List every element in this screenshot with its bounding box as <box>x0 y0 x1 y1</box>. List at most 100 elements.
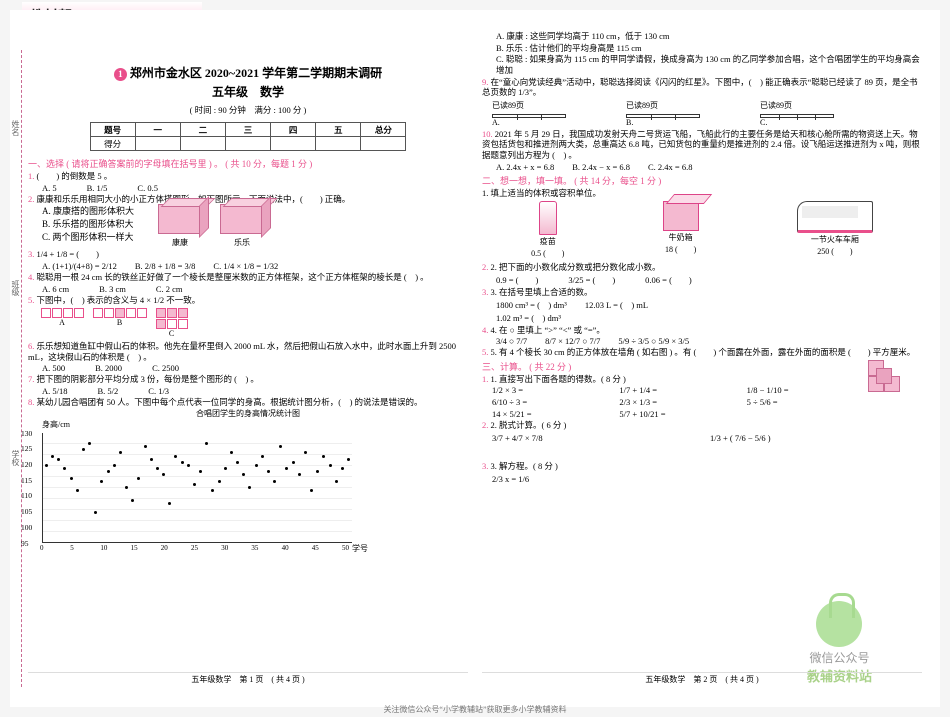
calc-2: 2. 2. 脱式计算。( 6 分 ) <box>482 420 922 431</box>
calc-3: 3. 3. 解方程。( 8 分 ) <box>482 461 922 472</box>
c2-0: 3/7 + 4/7 × 7/8 <box>492 433 704 443</box>
score-row-label: 得分 <box>90 137 135 151</box>
q4-opt-a: A. 6 cm <box>42 284 69 294</box>
vaccine-label: 疫苗 <box>540 236 556 247</box>
q8-opt-c: C. 聪聪 : 如果身高为 115 cm 的甲同学请假，换成身高为 130 cm… <box>496 54 922 75</box>
train-icon <box>797 201 873 233</box>
q4-opt-c: C. 2 cm <box>156 284 183 294</box>
cube-icon <box>158 204 202 234</box>
c2-1: 1/3 + ( 7/6 − 5/6 ) <box>710 433 922 443</box>
q7-options: A. 5/18 B. 5/2 C. 1/3 <box>42 386 468 396</box>
q10-options: A. 2.4x + x = 6.8 B. 2.4x − x = 6.8 C. 2… <box>496 162 922 172</box>
item-milk: 牛奶箱18 ( ) <box>663 201 699 259</box>
title-line-1: 1郑州市金水区 2020~2021 学年第二学期期末调研 <box>28 64 468 81</box>
score-h3: 三 <box>225 123 270 137</box>
q6-opt-c: C. 2500 <box>152 363 179 373</box>
q8-opt-a: A. 康康 : 这些同学均高于 110 cm，低于 130 cm <box>496 31 922 42</box>
c1-7: 5/7 + 10/21 = <box>619 409 740 419</box>
fill3-text: 3. 在括号里填上合适的数。 <box>491 287 593 297</box>
q9-b-letter: B. <box>626 118 633 127</box>
fill3-a: 1800 cm³ = ( ) dm³ <box>496 299 567 311</box>
section-2-heading: 二、想一想，填一填。 ( 共 14 分，每空 1 分 ) <box>482 174 922 187</box>
score-cell <box>225 137 270 151</box>
fill2-text: 2. 把下面的小数化成分数或把分数化成小数。 <box>491 262 661 272</box>
score-cell <box>271 137 316 151</box>
q4-text: 聪聪用一根 24 cm 长的铁丝正好做了一个棱长是整厘米数的正方体框架，这个正方… <box>37 272 429 282</box>
train-val: 250 ( ) <box>817 246 852 257</box>
fill2-a: 0.9 = ( ) <box>496 274 538 286</box>
q3-options: A. (1+1)/(4+8) = 2/12 B. 2/8 + 1/8 = 3/8… <box>42 261 468 271</box>
q8-opt-b: B. 乐乐 : 估计他们的平均身高是 115 cm <box>496 43 922 54</box>
q8-chart-title: 合唱团学生的身高情况统计图 <box>28 408 468 419</box>
q6-opt-b: B. 2000 <box>95 363 122 373</box>
fill3-items: 1800 cm³ = ( ) dm³ 12.03 L = ( ) mL <box>496 299 922 311</box>
q2-fig-a-label: 康康 <box>158 237 202 248</box>
corner-cubes-icon <box>868 352 922 396</box>
q3-opt-a: A. (1+1)/(4+8) = 2/12 <box>42 261 117 271</box>
q7-opt-b: B. 5/2 <box>98 386 119 396</box>
q1: 1. ( ) 的倒数是 5 。 <box>28 171 468 182</box>
q3: 3. 1/4 + 1/8 = ( ) <box>28 249 468 260</box>
score-h4: 四 <box>271 123 316 137</box>
q5-text: 下图中，( ) 表示的含义与 4 × 1/2 不一致。 <box>37 295 201 305</box>
q9-opt-c: 已读89页C. <box>760 100 834 127</box>
page-2: A. 康康 : 这些同学均高于 110 cm，低于 130 cm B. 乐乐 :… <box>482 18 922 687</box>
q6-options: A. 500 B. 2000 C. 2500 <box>42 363 468 373</box>
calc-1: 1. 1. 直接写出下面各题的得数。( 8 分 ) <box>482 374 922 385</box>
fill4-text: 4. 在 ○ 里填上 “>” “<” 或 “=”。 <box>491 325 605 335</box>
q10: 10. 2021 年 5 月 29 日，我国成功发射天舟二号货运飞船，飞船此行的… <box>482 129 922 161</box>
score-h2: 二 <box>180 123 225 137</box>
q4: 4. 聪聪用一根 24 cm 长的铁丝正好做了一个棱长是整厘米数的正方体框架，这… <box>28 272 468 283</box>
fill4-c: 5/9 ÷ 3/5 ○ 5/9 × 3/5 <box>618 336 689 346</box>
q9-a-lab: 已读89页 <box>492 100 524 111</box>
q9: 9. 在“童心向党读经典”活动中，聪聪选择阅读《闪闪的红星》。下图中，( ) 能… <box>482 77 922 98</box>
q1-opt-a: A. 5 <box>42 183 57 193</box>
fill-5: 5. 5. 有 4 个棱长 30 cm 的正方体放在墙角 ( 如右图 ) 。有 … <box>482 347 922 358</box>
page-2-footer: 五年级数学 第 2 页 ( 共 4 页 ) <box>482 672 922 685</box>
binding-label-name: 姓名 <box>10 120 21 136</box>
q5-patterns: A B C <box>40 307 188 338</box>
q5-pc-label: C <box>155 329 188 338</box>
score-cell <box>180 137 225 151</box>
q2-sub-c: C. 两个图形体积一样大 <box>42 230 134 243</box>
train-label: 一节火车车厢 <box>811 234 859 245</box>
q1-text: ( ) 的倒数是 5 。 <box>37 171 113 181</box>
q5-pa-label: A <box>40 318 84 327</box>
q8-options: A. 康康 : 这些同学均高于 110 cm，低于 130 cm B. 乐乐 :… <box>496 31 922 76</box>
score-value-row: 得分 <box>90 137 406 151</box>
q8-chart: 9510010511011512012513005101520253035404… <box>42 433 352 543</box>
footer-note: 关注微信公众号“小学教辅站”获取更多小学教辅资料 <box>0 704 950 717</box>
title-text-1: 郑州市金水区 2020~2021 学年第二学期期末调研 <box>130 66 382 80</box>
q10-opt-b: B. 2.4x − x = 6.8 <box>572 162 630 172</box>
fill-4: 4. 4. 在 ○ 里填上 “>” “<” 或 “=”。 <box>482 325 922 336</box>
milk-val: 18 ( ) <box>665 244 696 255</box>
q10-opt-c: C. 2.4x = 6.8 <box>648 162 692 172</box>
q10-text: 2021 年 5 月 29 日，我国成功发射天舟二号货运飞船，飞船此行的主要任务… <box>482 129 920 160</box>
q5-pb-label: B <box>92 318 147 327</box>
q5-pattern-b: B <box>92 307 147 338</box>
q7: 7. 把下图的阴影部分平均分成 3 份，每份是整个图形的 ( ) 。 <box>28 374 468 385</box>
q9-b-lab: 已读89页 <box>626 100 658 111</box>
calc3-grid: 2/3 x = 1/6 <box>492 474 922 484</box>
q8: 8. 某幼儿园合唱团有 50 人。下图中每个点代表一位同学的身高。根据统计图分析… <box>28 397 468 408</box>
fill2-items: 0.9 = ( ) 3/25 = ( ) 0.06 = ( ) <box>496 274 922 286</box>
paper-number-badge: 1 <box>114 68 127 81</box>
vaccine-val: 0.5 ( ) <box>531 248 564 259</box>
fill2-c: 0.06 = ( ) <box>645 274 692 286</box>
q6: 6. 乐乐想知道鱼缸中假山石的体积。他先在量杯里倒入 2000 mL 水，然后把… <box>28 341 468 362</box>
c1-0: 1/2 × 3 = <box>492 385 613 395</box>
title-line-2: 五年级 数学 <box>28 83 468 100</box>
q3-opt-c: C. 1/4 × 1/8 = 1/32 <box>213 261 278 271</box>
fill4-items: 3/4 ○ 7/7 8/7 × 12/7 ○ 7/7 5/9 ÷ 3/5 ○ 5… <box>496 336 922 346</box>
score-cell <box>316 137 361 151</box>
score-cell <box>361 137 406 151</box>
vaccine-icon <box>539 201 557 235</box>
score-header-row: 题号 一 二 三 四 五 总分 <box>90 123 406 137</box>
score-h1: 一 <box>135 123 180 137</box>
q2-sub-a: A. 康康搭的图形体积大 <box>42 204 134 217</box>
score-h0: 题号 <box>90 123 135 137</box>
c1-5: 5 ÷ 5/6 = <box>747 397 868 407</box>
fill-3: 3. 3. 在括号里填上合适的数。 <box>482 287 922 298</box>
c1-2: 1/8 − 1/10 = <box>747 385 868 395</box>
item-train: 一节火车车厢250 ( ) <box>797 201 873 259</box>
